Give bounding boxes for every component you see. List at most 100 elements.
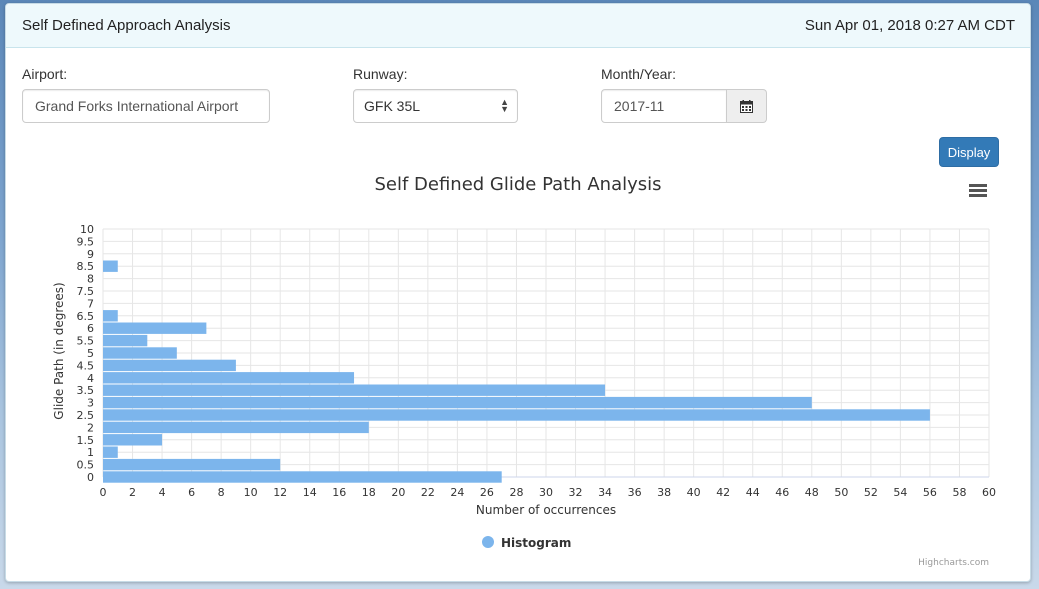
histogram-bar[interactable]	[103, 434, 163, 446]
y-tick-label: 6	[87, 322, 94, 335]
y-tick-label: 2	[87, 421, 94, 434]
y-tick-label: 4	[87, 372, 94, 385]
x-tick-label: 2	[129, 486, 136, 499]
y-tick-label: 8	[87, 273, 94, 286]
x-tick-label: 48	[805, 486, 819, 499]
x-tick-label: 32	[569, 486, 583, 499]
panel-header: Self Defined Approach Analysis Sun Apr 0…	[6, 4, 1030, 48]
y-tick-label: 10	[80, 223, 94, 236]
histogram-bar[interactable]	[103, 458, 281, 471]
y-tick-label: 5	[87, 347, 94, 360]
chart-grid	[102, 228, 990, 478]
y-tick-label: 4.5	[77, 359, 95, 372]
x-tick-label: 38	[657, 486, 671, 499]
airport-input[interactable]: Grand Forks International Airport	[22, 89, 270, 123]
airport-group: Airport: Grand Forks International Airpo…	[22, 66, 270, 123]
y-tick-label: 9	[87, 248, 94, 261]
x-tick-label: 8	[218, 486, 225, 499]
histogram-bar[interactable]	[103, 260, 118, 272]
histogram-bar[interactable]	[103, 359, 236, 372]
histogram-bar[interactable]	[103, 396, 812, 409]
chart-title: Self Defined Glide Path Analysis	[374, 174, 661, 195]
calendar-icon	[740, 99, 753, 113]
x-tick-label: 50	[834, 486, 848, 499]
x-tick-label: 4	[159, 486, 166, 499]
select-arrows-icon: ▲ ▼	[500, 97, 509, 114]
y-tick-label: 1	[87, 446, 94, 459]
runway-select[interactable]: GFK 35L ▲ ▼	[353, 89, 518, 123]
histogram-bar[interactable]	[103, 409, 930, 421]
month-value: 2017-11	[614, 98, 665, 114]
y-axis-ticks: 00.511.522.533.544.555.566.577.588.599.5…	[77, 223, 95, 484]
legend-item-histogram: Histogram	[501, 536, 571, 550]
y-tick-label: 1.5	[77, 434, 95, 447]
histogram-bar[interactable]	[103, 322, 207, 334]
legend-marker	[482, 536, 494, 548]
x-tick-label: 36	[628, 486, 642, 499]
filter-form: Airport: Grand Forks International Airpo…	[22, 66, 1030, 136]
y-tick-label: 0.5	[77, 459, 95, 472]
chart-credits[interactable]: Highcharts.com	[918, 558, 989, 568]
x-tick-label: 44	[746, 486, 760, 499]
x-tick-label: 10	[244, 486, 258, 499]
approach-analysis-panel: Self Defined Approach Analysis Sun Apr 0…	[5, 3, 1031, 582]
x-tick-label: 54	[893, 486, 907, 499]
x-tick-label: 52	[864, 486, 878, 499]
x-axis-label: Number of occurrences	[476, 503, 616, 517]
histogram-bar[interactable]	[103, 471, 502, 483]
x-tick-label: 40	[687, 486, 701, 499]
runway-value: GFK 35L	[364, 98, 421, 114]
histogram-bar[interactable]	[103, 384, 606, 396]
page-title: Self Defined Approach Analysis	[22, 17, 231, 34]
y-tick-label: 8.5	[77, 260, 95, 273]
x-tick-label: 42	[716, 486, 730, 499]
calendar-button[interactable]	[727, 89, 767, 123]
y-tick-label: 3.5	[77, 384, 95, 397]
airport-value: Grand Forks International Airport	[35, 98, 239, 114]
x-tick-label: 12	[273, 486, 287, 499]
x-tick-label: 56	[923, 486, 937, 499]
display-button[interactable]: Display	[939, 137, 999, 167]
x-tick-label: 58	[952, 486, 966, 499]
x-tick-label: 22	[421, 486, 435, 499]
y-tick-label: 7.5	[77, 285, 95, 298]
y-tick-label: 2.5	[77, 409, 95, 422]
histogram-bar[interactable]	[103, 446, 118, 458]
histogram-bar[interactable]	[103, 334, 148, 347]
y-tick-label: 0	[87, 471, 94, 484]
histogram-bar[interactable]	[103, 347, 177, 359]
month-input[interactable]: 2017-11	[601, 89, 727, 123]
chart-bars	[103, 260, 930, 483]
month-input-group: 2017-11	[601, 89, 767, 123]
x-tick-label: 46	[775, 486, 789, 499]
hamburger-menu-icon[interactable]	[969, 184, 987, 197]
histogram-bar[interactable]	[103, 372, 355, 384]
histogram-bar[interactable]	[103, 421, 369, 434]
x-axis-ticks: 0 2 4 6 8 10 12 14 16 18 20 22 24 26 28 30 32 34 36 38 40 42 4…	[100, 486, 997, 499]
x-tick-label: 34	[598, 486, 612, 499]
x-tick-label: 26	[480, 486, 494, 499]
runway-group: Runway: GFK 35L ▲ ▼	[353, 66, 518, 123]
y-tick-label: 5.5	[77, 335, 95, 348]
x-tick-label: 16	[332, 486, 346, 499]
runway-label: Runway:	[353, 66, 408, 82]
y-tick-label: 7	[87, 297, 94, 310]
y-axis-label: Glide Path (in degrees)	[52, 282, 66, 419]
x-tick-label: 30	[539, 486, 553, 499]
x-tick-label: 18	[362, 486, 376, 499]
x-tick-label: 20	[391, 486, 405, 499]
month-group: Month/Year: 2017-11	[601, 66, 767, 123]
y-tick-label: 9.5	[77, 235, 95, 248]
legend[interactable]: Histogram	[482, 536, 571, 550]
x-tick-label: 28	[509, 486, 523, 499]
datetime-display: Sun Apr 01, 2018 0:27 AM CDT	[804, 17, 1015, 34]
x-tick-label: 0	[100, 486, 107, 499]
month-label: Month/Year:	[601, 66, 676, 82]
airport-label: Airport:	[22, 66, 68, 82]
y-tick-label: 6.5	[77, 310, 95, 323]
histogram-bar[interactable]	[103, 310, 118, 322]
x-tick-label: 14	[303, 486, 317, 499]
glide-path-chart: Self Defined Glide Path Analysis 0 2 4 6 8 10…	[52, 174, 997, 568]
x-tick-label: 24	[450, 486, 464, 499]
y-tick-label: 3	[87, 397, 94, 410]
